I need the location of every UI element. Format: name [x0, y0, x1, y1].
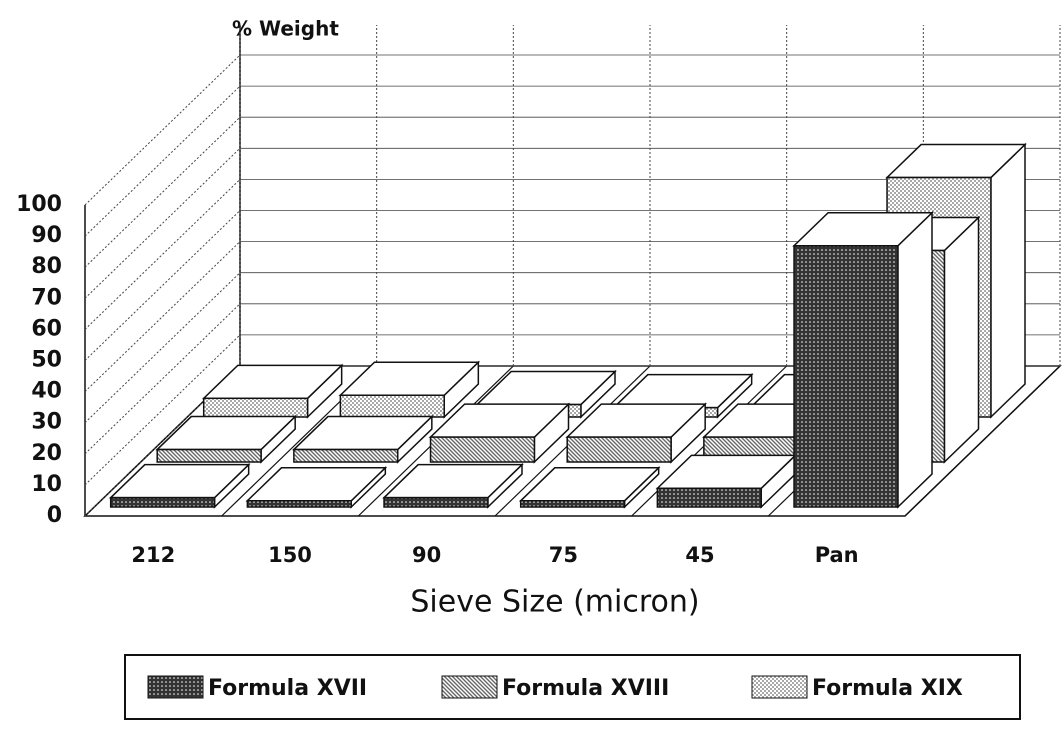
bar-top	[518, 467, 661, 502]
y-tick-label: 20	[31, 441, 62, 466]
bar-side	[943, 215, 980, 464]
x-axis-title: Sieve Size (micron)	[410, 585, 699, 620]
legend-label: Formula XVII	[208, 676, 367, 701]
y-tick-label: 40	[31, 379, 62, 404]
bar	[382, 462, 524, 509]
bar	[155, 414, 298, 464]
y-tick-label: 30	[31, 410, 62, 435]
y-tick-label: 70	[31, 285, 62, 310]
bar-front	[383, 496, 489, 508]
bar-side	[897, 210, 933, 509]
x-tick-label: 90	[412, 543, 441, 567]
bar-front	[793, 245, 899, 508]
bar-front	[339, 394, 445, 418]
bar-front	[156, 448, 262, 463]
bar-side	[990, 142, 1026, 419]
bar-front	[656, 487, 762, 508]
x-tick-label: 45	[685, 543, 714, 567]
bar-front	[293, 448, 399, 463]
bar	[518, 466, 661, 509]
bar-front	[109, 496, 216, 508]
bar	[428, 402, 571, 464]
legend-swatch	[751, 675, 808, 699]
bar-front	[566, 436, 672, 463]
bar	[792, 210, 934, 509]
grid-line	[84, 147, 241, 299]
bar	[565, 402, 708, 464]
bar-front	[202, 397, 309, 418]
bar	[201, 363, 344, 419]
grid-line	[84, 116, 241, 268]
bar-top	[245, 467, 388, 502]
legend-swatch	[147, 675, 204, 699]
legend-label: Formula XVIII	[502, 676, 669, 701]
bar	[338, 360, 481, 419]
y-tick-label: 100	[16, 192, 62, 217]
x-tick-label: 75	[549, 543, 578, 567]
y-tick-label: 10	[31, 472, 62, 497]
legend-label: Formula XIX	[812, 676, 963, 701]
bar	[108, 462, 251, 509]
grid-line	[84, 54, 241, 206]
x-tick-label: 212	[131, 543, 175, 567]
y-tick-label: 90	[31, 223, 62, 248]
bar-front	[246, 500, 352, 508]
y-axis-title: % Weight	[232, 17, 339, 41]
grid-line	[84, 210, 241, 361]
x-tick-label: 150	[268, 543, 312, 567]
y-tick-label: 80	[31, 254, 62, 279]
bar	[655, 453, 798, 509]
y-tick-label: 60	[31, 316, 62, 341]
y-tick-label: 50	[31, 348, 62, 373]
bar-front	[519, 500, 626, 508]
x-tick-label: Pan	[815, 543, 859, 567]
bar	[245, 466, 388, 509]
grid-line	[84, 179, 241, 330]
grid-line	[84, 85, 241, 237]
legend-swatch	[441, 675, 498, 699]
y-tick-label: 0	[47, 503, 62, 528]
bar	[292, 414, 434, 464]
grid-line	[84, 241, 241, 392]
bar-front	[429, 436, 536, 463]
floor-divider	[904, 365, 1061, 517]
legend-box	[124, 654, 1021, 720]
